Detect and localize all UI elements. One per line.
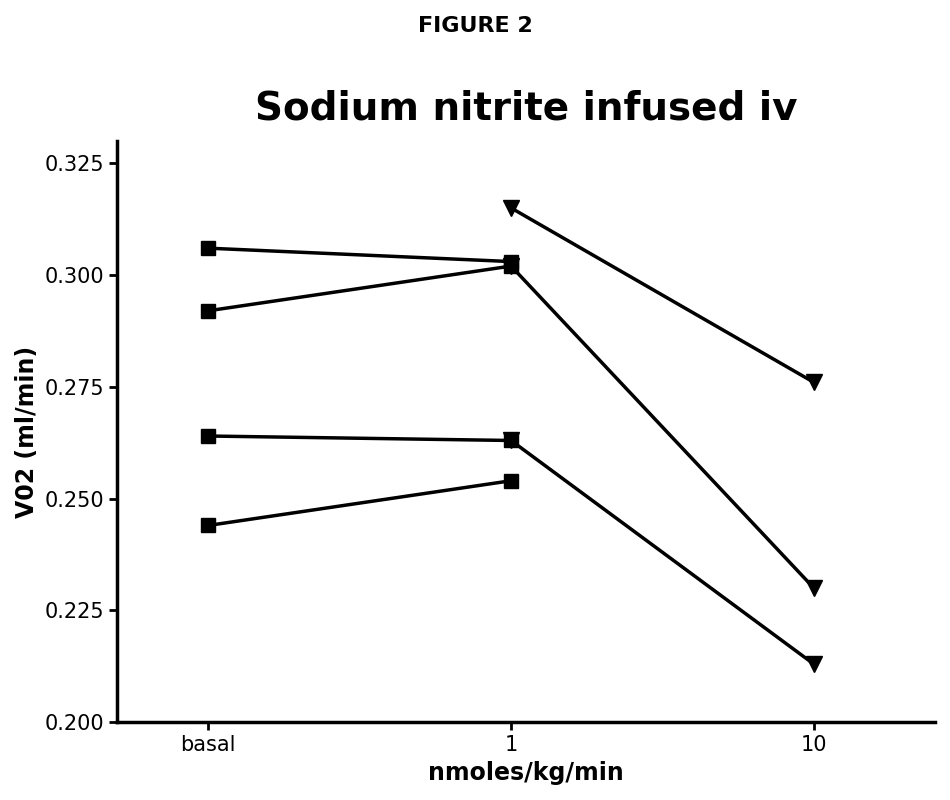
Y-axis label: V02 (ml/min): V02 (ml/min) (15, 346, 39, 518)
Text: FIGURE 2: FIGURE 2 (418, 16, 532, 36)
Title: Sodium nitrite infused iv: Sodium nitrite infused iv (255, 90, 797, 128)
X-axis label: nmoles/kg/min: nmoles/kg/min (428, 761, 624, 785)
